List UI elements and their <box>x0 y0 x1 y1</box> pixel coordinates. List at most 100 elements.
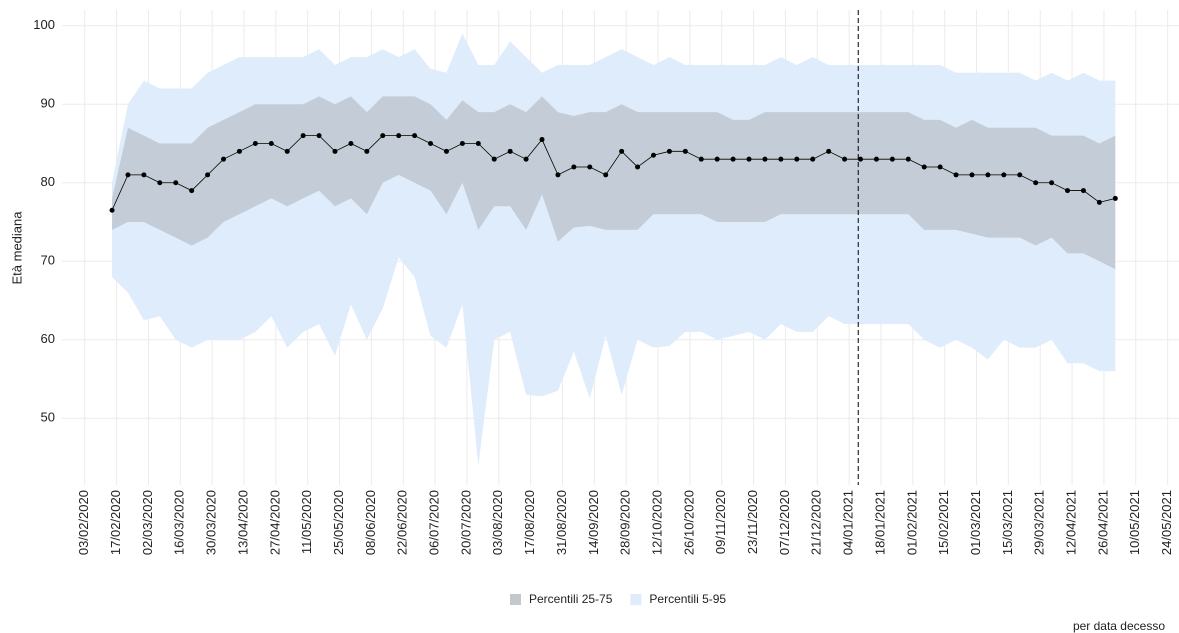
median-point <box>666 148 672 154</box>
x-tick-label: 13/04/2020 <box>235 490 250 555</box>
median-point <box>682 148 688 154</box>
median-point <box>1080 188 1086 194</box>
median-point <box>555 172 561 178</box>
median-point <box>364 148 370 154</box>
median-point <box>205 172 211 178</box>
x-tick-label: 31/08/2020 <box>554 490 569 555</box>
median-point <box>921 164 927 170</box>
x-tick-label: 12/04/2021 <box>1064 490 1079 555</box>
median-point <box>348 140 354 146</box>
x-tick-label: 29/03/2021 <box>1032 490 1047 555</box>
median-point <box>873 156 879 162</box>
x-tick-label: 24/05/2021 <box>1159 490 1174 555</box>
y-tick-label: 100 <box>33 17 55 32</box>
ribbon <box>112 33 1116 466</box>
caption: per data decesso <box>1073 619 1165 633</box>
median-point <box>523 156 529 162</box>
median-point <box>141 172 147 178</box>
legend-swatch <box>630 594 642 605</box>
median-point <box>619 148 625 154</box>
y-tick-label: 80 <box>41 174 55 189</box>
median-point <box>1033 180 1039 186</box>
median-point <box>794 156 800 162</box>
median-point <box>507 148 513 154</box>
x-tick-label: 14/09/2020 <box>586 490 601 555</box>
median-point <box>412 133 418 139</box>
x-tick-label: 15/03/2021 <box>1000 490 1015 555</box>
x-tick-label: 12/10/2020 <box>649 490 664 555</box>
x-tick-label: 25/05/2020 <box>331 490 346 555</box>
median-point <box>284 148 290 154</box>
median-point <box>889 156 895 162</box>
median-point <box>252 140 258 146</box>
median-point <box>635 164 641 170</box>
x-tick-label: 04/01/2021 <box>841 490 856 555</box>
median-point <box>603 172 609 178</box>
y-tick-label: 50 <box>41 410 55 425</box>
median-point <box>1017 172 1023 178</box>
median-line <box>111 135 1116 211</box>
median-point <box>730 156 736 162</box>
median-point <box>1001 172 1007 178</box>
y-tick-label: 70 <box>41 253 55 268</box>
ribbon <box>112 96 1116 270</box>
y-tick-label: 90 <box>41 96 55 111</box>
x-tick-label: 16/03/2020 <box>172 490 187 555</box>
median-point <box>189 188 195 194</box>
median-point <box>109 207 115 213</box>
y-axis-label: Età mediana <box>9 211 24 285</box>
median-point <box>937 164 943 170</box>
median-point <box>459 140 465 146</box>
median-point <box>428 140 434 146</box>
median-point <box>778 156 784 162</box>
x-tick-label: 01/03/2021 <box>968 490 983 555</box>
median-point <box>332 148 338 154</box>
median-point <box>443 148 449 154</box>
median-point <box>221 156 227 162</box>
median-point <box>698 156 704 162</box>
median-point <box>1049 180 1055 186</box>
x-tick-label: 17/02/2020 <box>108 490 123 555</box>
x-tick-label: 27/04/2020 <box>267 490 282 555</box>
x-tick-label: 28/09/2020 <box>618 490 633 555</box>
x-tick-label: 07/12/2020 <box>777 490 792 555</box>
median-point <box>587 164 593 170</box>
x-tick-label: 01/02/2021 <box>904 490 919 555</box>
x-tick-label: 20/07/2020 <box>458 490 473 555</box>
x-tick-label: 26/10/2020 <box>681 490 696 555</box>
median-point <box>491 156 497 162</box>
legend-swatch <box>510 594 521 605</box>
x-tick-label: 09/11/2020 <box>713 490 728 554</box>
median-point <box>858 156 864 162</box>
median-point <box>300 133 306 139</box>
x-tick-label: 26/04/2021 <box>1095 490 1110 555</box>
median-point <box>539 137 545 143</box>
x-tick-label: 22/06/2020 <box>395 490 410 555</box>
median-point <box>157 180 163 186</box>
x-tick-label: 08/06/2020 <box>363 490 378 555</box>
x-tick-label: 18/01/2021 <box>872 490 887 555</box>
median-point <box>762 156 768 162</box>
legend-label: Percentili 5-95 <box>649 592 726 606</box>
median-point <box>475 140 481 146</box>
x-tick-label: 17/08/2020 <box>522 490 537 555</box>
median-point <box>842 156 848 162</box>
x-tick-label: 10/05/2021 <box>1127 490 1142 555</box>
median-point <box>173 180 179 186</box>
median-point <box>953 172 959 178</box>
median-point <box>125 172 131 178</box>
median-point <box>969 172 975 178</box>
median-point <box>985 172 991 178</box>
median-point <box>1065 188 1071 194</box>
median-point <box>746 156 752 162</box>
median-point <box>650 152 656 158</box>
x-tick-label: 15/02/2021 <box>936 490 951 555</box>
median-point <box>316 133 322 139</box>
median-point <box>826 148 832 154</box>
median-point <box>1096 199 1102 205</box>
x-tick-label: 23/11/2020 <box>745 490 760 554</box>
median-point <box>236 148 242 154</box>
median-point <box>396 133 402 139</box>
legend-label: Percentili 25-75 <box>529 592 613 606</box>
